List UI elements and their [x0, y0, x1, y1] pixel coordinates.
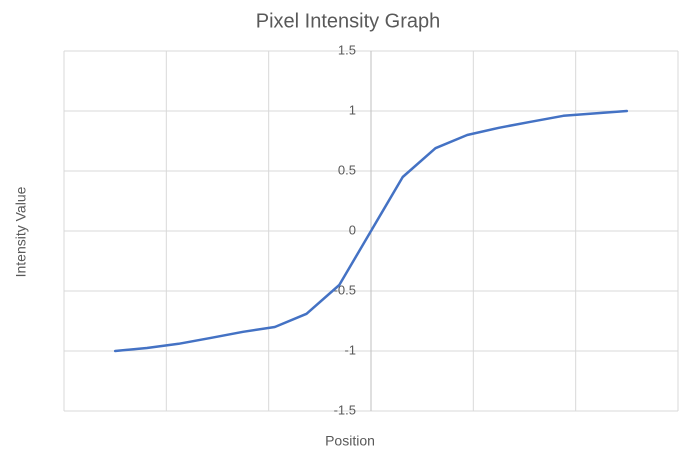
y-tick-label: -0.5 [334, 282, 356, 297]
y-tick-label: 1.5 [338, 42, 356, 57]
chart-title: Pixel Intensity Graph [256, 10, 441, 32]
y-axis-title: Intensity Value [13, 186, 29, 277]
y-tick-label: 0.5 [338, 162, 356, 177]
data-line [113, 109, 629, 353]
x-axis-title: Position [325, 433, 375, 449]
y-tick-label: 1 [349, 102, 356, 117]
y-tick-label: 0 [349, 222, 356, 237]
y-tick-label: -1 [344, 342, 356, 357]
y-tick-label: -1.5 [334, 402, 356, 417]
